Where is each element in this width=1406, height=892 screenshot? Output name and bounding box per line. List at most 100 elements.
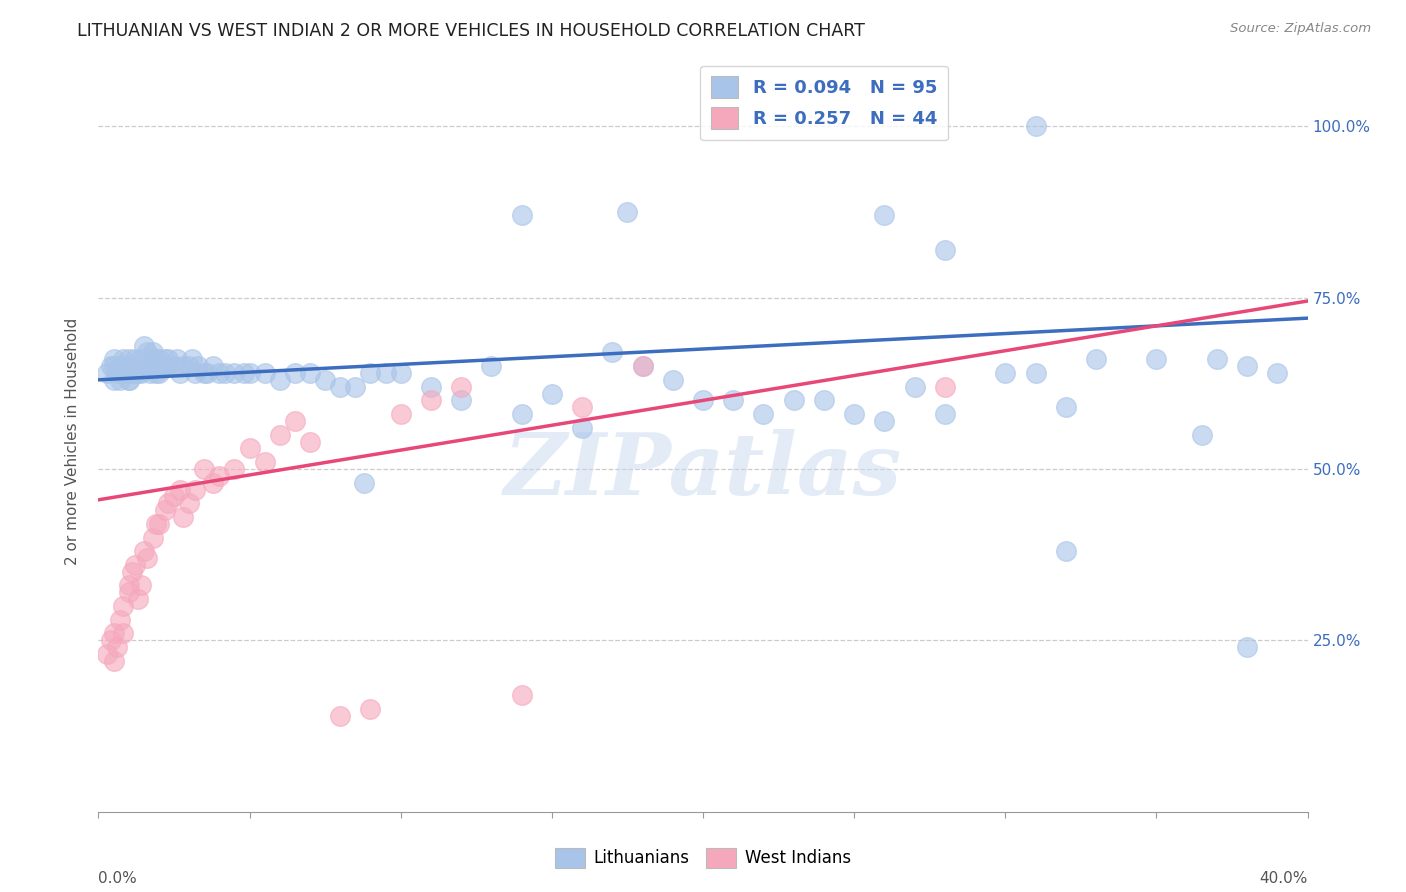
Point [108, 613, 131, 627]
Point [1206, 352, 1229, 367]
Point [344, 380, 367, 394]
Point [934, 407, 956, 421]
Point [145, 516, 167, 531]
Point [153, 359, 176, 373]
Point [108, 359, 131, 373]
Point [269, 427, 291, 442]
Point [299, 434, 322, 449]
Point [374, 366, 396, 380]
Point [111, 366, 134, 380]
Point [145, 366, 167, 380]
Point [540, 386, 562, 401]
Point [118, 578, 141, 592]
Point [1236, 640, 1258, 655]
Point [163, 359, 186, 373]
Point [121, 565, 143, 579]
Point [195, 366, 218, 380]
Point [103, 359, 125, 373]
Text: LITHUANIAN VS WEST INDIAN 2 OR MORE VEHICLES IN HOUSEHOLD CORRELATION CHART: LITHUANIAN VS WEST INDIAN 2 OR MORE VEHI… [77, 22, 865, 40]
Point [103, 373, 125, 387]
Point [329, 708, 352, 723]
Point [181, 352, 204, 367]
Point [118, 366, 141, 380]
Point [148, 516, 170, 531]
Point [153, 352, 176, 367]
Point [153, 503, 176, 517]
Point [420, 380, 443, 394]
Point [269, 373, 291, 387]
Point [1024, 366, 1046, 380]
Point [1024, 119, 1046, 133]
Point [224, 462, 246, 476]
Point [118, 359, 141, 373]
Point [100, 633, 122, 648]
Point [103, 352, 125, 367]
Point [723, 393, 745, 408]
Point [142, 345, 165, 359]
Point [169, 483, 191, 497]
Point [420, 393, 443, 408]
Point [510, 688, 533, 702]
Point [142, 359, 165, 373]
Point [571, 421, 593, 435]
Point [166, 352, 188, 367]
Point [172, 510, 194, 524]
Point [253, 455, 276, 469]
Point [510, 407, 533, 421]
Point [124, 558, 146, 572]
Point [96, 647, 118, 661]
Point [124, 366, 146, 380]
Point [873, 208, 896, 222]
Point [145, 352, 167, 367]
Point [1236, 359, 1258, 373]
Point [148, 366, 170, 380]
Point [571, 401, 593, 415]
Point [156, 359, 179, 373]
Point [1054, 544, 1077, 558]
Point [692, 393, 714, 408]
Point [1085, 352, 1108, 367]
Point [389, 366, 412, 380]
Point [783, 393, 806, 408]
Point [844, 407, 866, 421]
Point [127, 359, 149, 373]
Point [360, 702, 382, 716]
Point [193, 366, 215, 380]
Point [105, 366, 128, 380]
Point [481, 359, 503, 373]
Point [1054, 401, 1077, 415]
Point [934, 243, 956, 257]
Point [208, 468, 231, 483]
Point [187, 359, 209, 373]
Point [132, 544, 155, 558]
Point [214, 366, 236, 380]
Text: ZIPatlas: ZIPatlas [503, 429, 903, 513]
Point [129, 366, 152, 380]
Point [111, 599, 134, 613]
Point [103, 626, 125, 640]
Point [184, 366, 207, 380]
Point [129, 352, 152, 367]
Point [631, 359, 654, 373]
Point [284, 414, 307, 428]
Point [118, 373, 141, 387]
Point [360, 366, 382, 380]
Point [118, 373, 141, 387]
Point [111, 626, 134, 640]
Text: 40.0%: 40.0% [1260, 871, 1308, 886]
Legend: Lithuanians, West Indians: Lithuanians, West Indians [548, 841, 858, 875]
Point [100, 359, 122, 373]
Point [148, 359, 170, 373]
Point [129, 578, 152, 592]
Point [172, 359, 194, 373]
Point [139, 366, 162, 380]
Point [103, 654, 125, 668]
Y-axis label: 2 or more Vehicles in Household: 2 or more Vehicles in Household [65, 318, 80, 566]
Point [156, 496, 179, 510]
Point [661, 373, 683, 387]
Point [631, 359, 654, 373]
Point [1191, 427, 1213, 442]
Point [132, 338, 155, 352]
Point [450, 380, 472, 394]
Legend: R = 0.094   N = 95, R = 0.257   N = 44: R = 0.094 N = 95, R = 0.257 N = 44 [700, 66, 948, 140]
